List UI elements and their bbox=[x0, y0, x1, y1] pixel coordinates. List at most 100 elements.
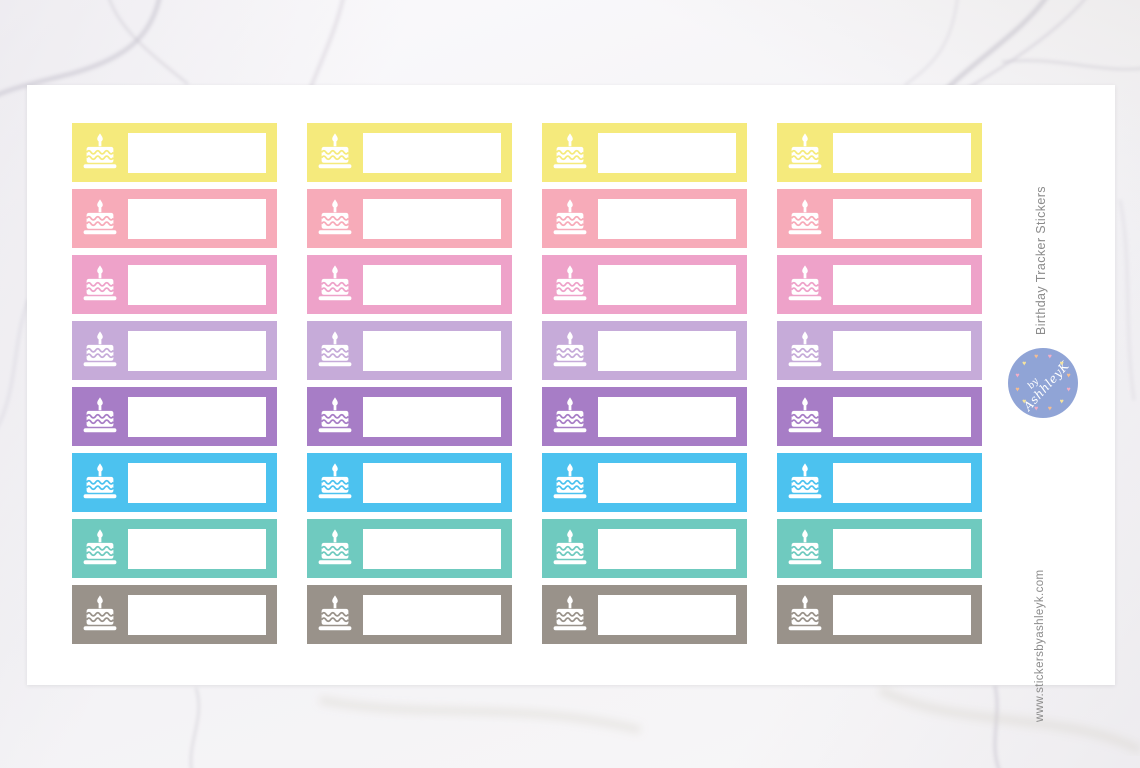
heart-icon: ♥ bbox=[1022, 398, 1027, 406]
birthday-sticker-teal-1 bbox=[72, 519, 277, 578]
heart-icon: ♥ bbox=[1015, 386, 1020, 394]
birthday-cake-icon bbox=[318, 529, 352, 565]
birthday-cake-icon bbox=[553, 397, 587, 433]
birthday-sticker-teal-4 bbox=[777, 519, 982, 578]
sticker-label-box bbox=[598, 529, 736, 569]
birthday-cake-icon bbox=[83, 529, 117, 565]
birthday-sticker-lavender-4 bbox=[777, 321, 982, 380]
birthday-sticker-yellow-4 bbox=[777, 123, 982, 182]
birthday-sticker-salmon-4 bbox=[777, 189, 982, 248]
birthday-cake-icon bbox=[318, 463, 352, 499]
sticker-label-box bbox=[598, 331, 736, 371]
birthday-sticker-grey-2 bbox=[307, 585, 512, 644]
birthday-sticker-yellow-1 bbox=[72, 123, 277, 182]
sticker-label-box bbox=[128, 133, 266, 173]
sticker-label-box bbox=[833, 265, 971, 305]
birthday-sticker-pink-2 bbox=[307, 255, 512, 314]
birthday-cake-icon bbox=[788, 463, 822, 499]
sticker-label-box bbox=[128, 331, 266, 371]
heart-icon: ♥ bbox=[1015, 372, 1020, 380]
sticker-label-box bbox=[598, 595, 736, 635]
sticker-label-box bbox=[128, 595, 266, 635]
heart-icon: ♥ bbox=[1066, 372, 1071, 380]
birthday-cake-icon bbox=[553, 265, 587, 301]
birthday-cake-icon bbox=[83, 595, 117, 631]
birthday-sticker-yellow-3 bbox=[542, 123, 747, 182]
birthday-sticker-grey-1 bbox=[72, 585, 277, 644]
brand-logo-badge: by AshhleyK ♥ ♥ ♥ ♥ ♥ ♥ ♥ ♥ ♥ ♥ ♥ ♥ bbox=[1008, 348, 1078, 418]
birthday-sticker-teal-3 bbox=[542, 519, 747, 578]
birthday-sticker-blue-4 bbox=[777, 453, 982, 512]
birthday-cake-icon bbox=[83, 133, 117, 169]
sticker-label-box bbox=[128, 463, 266, 503]
sticker-label-box bbox=[363, 199, 501, 239]
birthday-cake-icon bbox=[553, 595, 587, 631]
sticker-label-box bbox=[598, 199, 736, 239]
birthday-cake-icon bbox=[553, 133, 587, 169]
birthday-cake-icon bbox=[788, 529, 822, 565]
heart-icon: ♥ bbox=[1066, 386, 1071, 394]
sticker-label-box bbox=[128, 199, 266, 239]
birthday-sticker-lavender-2 bbox=[307, 321, 512, 380]
sticker-label-box bbox=[363, 397, 501, 437]
birthday-cake-icon bbox=[553, 199, 587, 235]
birthday-sticker-lavender-1 bbox=[72, 321, 277, 380]
birthday-sticker-grey-4 bbox=[777, 585, 982, 644]
heart-icon: ♥ bbox=[1022, 360, 1027, 368]
sticker-label-box bbox=[363, 133, 501, 173]
sticker-label-box bbox=[833, 331, 971, 371]
birthday-cake-icon bbox=[318, 133, 352, 169]
birthday-cake-icon bbox=[83, 331, 117, 367]
birthday-sticker-yellow-2 bbox=[307, 123, 512, 182]
birthday-sticker-blue-2 bbox=[307, 453, 512, 512]
birthday-cake-icon bbox=[788, 397, 822, 433]
birthday-cake-icon bbox=[318, 265, 352, 301]
birthday-sticker-purple-1 bbox=[72, 387, 277, 446]
heart-icon: ♥ bbox=[1047, 405, 1052, 413]
sticker-label-box bbox=[363, 463, 501, 503]
birthday-cake-icon bbox=[553, 331, 587, 367]
heart-icon: ♥ bbox=[1034, 405, 1039, 413]
heart-icon: ♥ bbox=[1059, 360, 1064, 368]
birthday-sticker-teal-2 bbox=[307, 519, 512, 578]
website-url: www.stickersbyashleyk.com bbox=[1034, 569, 1046, 722]
sticker-label-box bbox=[363, 529, 501, 569]
sticker-label-box bbox=[128, 529, 266, 569]
sticker-label-box bbox=[363, 331, 501, 371]
birthday-cake-icon bbox=[788, 595, 822, 631]
birthday-sticker-purple-4 bbox=[777, 387, 982, 446]
birthday-cake-icon bbox=[83, 397, 117, 433]
sticker-label-box bbox=[833, 529, 971, 569]
sticker-label-box bbox=[833, 133, 971, 173]
sticker-label-box bbox=[598, 265, 736, 305]
heart-icon: ♥ bbox=[1059, 398, 1064, 406]
birthday-cake-icon bbox=[788, 331, 822, 367]
birthday-sticker-pink-1 bbox=[72, 255, 277, 314]
birthday-sticker-lavender-3 bbox=[542, 321, 747, 380]
birthday-cake-icon bbox=[318, 595, 352, 631]
birthday-cake-icon bbox=[83, 463, 117, 499]
birthday-sticker-pink-3 bbox=[542, 255, 747, 314]
sticker-sheet: Birthday Tracker Stickers www.stickersby… bbox=[27, 85, 1115, 722]
product-title: Birthday Tracker Stickers bbox=[1034, 186, 1048, 335]
sticker-label-box bbox=[363, 595, 501, 635]
birthday-cake-icon bbox=[553, 529, 587, 565]
heart-icon: ♥ bbox=[1034, 353, 1039, 361]
birthday-cake-icon bbox=[83, 265, 117, 301]
birthday-sticker-blue-1 bbox=[72, 453, 277, 512]
sticker-label-box bbox=[833, 199, 971, 239]
sticker-label-box bbox=[833, 397, 971, 437]
birthday-sticker-grey-3 bbox=[542, 585, 747, 644]
birthday-cake-icon bbox=[788, 265, 822, 301]
sticker-label-box bbox=[833, 463, 971, 503]
sticker-grid bbox=[72, 123, 982, 644]
birthday-sticker-purple-2 bbox=[307, 387, 512, 446]
birthday-cake-icon bbox=[318, 199, 352, 235]
heart-icon: ♥ bbox=[1047, 353, 1052, 361]
sticker-label-box bbox=[128, 265, 266, 305]
birthday-cake-icon bbox=[788, 133, 822, 169]
birthday-sticker-blue-3 bbox=[542, 453, 747, 512]
birthday-sticker-purple-3 bbox=[542, 387, 747, 446]
sticker-label-box bbox=[598, 133, 736, 173]
